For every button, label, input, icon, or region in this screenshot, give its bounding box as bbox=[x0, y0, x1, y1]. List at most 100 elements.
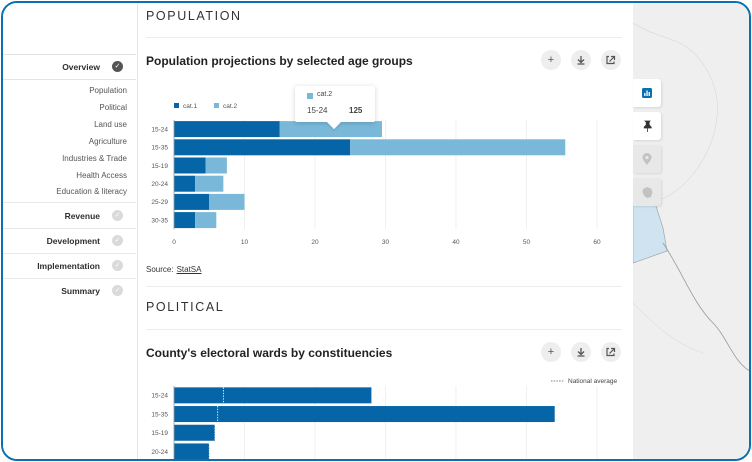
external-link-icon bbox=[606, 55, 616, 65]
sidebar-item-label: Implementation bbox=[37, 261, 100, 271]
source-link[interactable]: StatSA bbox=[176, 265, 202, 274]
chart-tooltip: cat.2 15-24 125 bbox=[295, 86, 375, 122]
open-external-button[interactable] bbox=[601, 50, 621, 70]
sidebar-item-development[interactable]: Development ✓ bbox=[3, 229, 136, 253]
location-button[interactable] bbox=[633, 145, 661, 173]
tooltip-category: 15-24 bbox=[307, 106, 328, 115]
legend-label: cat.1 bbox=[183, 103, 197, 110]
bar-wards bbox=[174, 443, 210, 459]
map-panel[interactable] bbox=[633, 3, 749, 459]
y-tick-label: 15-35 bbox=[151, 411, 168, 418]
sidebar-divider bbox=[3, 253, 136, 254]
check-icon: ✓ bbox=[112, 61, 123, 72]
sidebar-divider bbox=[3, 278, 136, 279]
sidebar-item-label: Summary bbox=[61, 286, 100, 296]
section-divider bbox=[146, 37, 622, 38]
tooltip-value: 125 bbox=[349, 106, 363, 115]
check-icon: ✓ bbox=[112, 260, 123, 271]
sidebar: Overview ✓ Population Political Land use… bbox=[3, 3, 138, 459]
x-tick-label: 50 bbox=[523, 239, 531, 246]
y-tick-label: 20-24 bbox=[151, 181, 168, 188]
main-content: POPULATION Population projections by sel… bbox=[138, 3, 633, 459]
region-button[interactable] bbox=[633, 178, 661, 206]
legend-swatch bbox=[214, 103, 219, 108]
sidebar-item-land-use[interactable]: Land use bbox=[94, 120, 127, 129]
sidebar-divider bbox=[3, 202, 136, 203]
map-canvas bbox=[633, 22, 749, 371]
bar-wards bbox=[174, 406, 555, 423]
chart-title: Population projections by selected age g… bbox=[146, 54, 413, 68]
download-button[interactable] bbox=[571, 50, 591, 70]
download-icon bbox=[577, 56, 585, 65]
y-tick-label: 15-19 bbox=[151, 163, 168, 170]
y-tick-label: 25-29 bbox=[151, 199, 168, 206]
check-icon: ✓ bbox=[112, 235, 123, 246]
sidebar-item-label: Revenue bbox=[64, 211, 100, 221]
sidebar-item-industries[interactable]: Industries & Trade bbox=[62, 154, 127, 163]
sidebar-item-education[interactable]: Education & literacy bbox=[56, 187, 127, 196]
sidebar-item-political[interactable]: Political bbox=[99, 103, 127, 112]
add-button[interactable]: + bbox=[541, 342, 561, 362]
section-divider bbox=[146, 329, 622, 330]
bar-cat2 bbox=[195, 212, 217, 229]
y-tick-label: 20-24 bbox=[151, 449, 168, 456]
region-shape-icon bbox=[642, 186, 652, 198]
sidebar-item-revenue[interactable]: Revenue ✓ bbox=[3, 204, 136, 228]
bar-cat1 bbox=[174, 193, 210, 210]
x-tick-label: 0 bbox=[172, 239, 176, 246]
external-link-icon bbox=[606, 347, 616, 357]
x-tick-label: 40 bbox=[452, 239, 460, 246]
plus-icon: + bbox=[547, 346, 555, 358]
sidebar-item-summary[interactable]: Summary ✓ bbox=[3, 279, 136, 303]
bar-cat2 bbox=[205, 157, 227, 174]
sidebar-divider bbox=[3, 228, 136, 229]
chart-view-button[interactable] bbox=[633, 79, 661, 107]
add-button[interactable]: + bbox=[541, 50, 561, 70]
section-divider bbox=[146, 286, 622, 287]
source-line: Source: StatSA bbox=[146, 265, 201, 274]
tooltip-series: cat.2 bbox=[317, 91, 333, 98]
sidebar-divider bbox=[3, 54, 136, 55]
bar-cat1 bbox=[174, 139, 351, 156]
bar-cat2 bbox=[209, 193, 245, 210]
bar-cat1 bbox=[174, 157, 206, 174]
wards-chart: National average 15-24 15-35 15-19 20-24 bbox=[151, 378, 618, 459]
sidebar-divider bbox=[3, 79, 136, 80]
y-tick-label: 15-24 bbox=[151, 393, 168, 400]
pin-icon bbox=[643, 120, 652, 132]
sidebar-item-label: Development bbox=[46, 236, 100, 246]
x-tick-label: 10 bbox=[241, 239, 249, 246]
x-tick-label: 60 bbox=[593, 239, 601, 246]
y-tick-label: 15-35 bbox=[151, 145, 168, 152]
legend-label: National average bbox=[568, 378, 618, 385]
legend-label: cat.2 bbox=[223, 103, 237, 110]
sidebar-item-agriculture[interactable]: Agriculture bbox=[88, 137, 127, 146]
section-title-population: POPULATION bbox=[146, 9, 242, 23]
sidebar-item-health[interactable]: Health Access bbox=[76, 171, 127, 180]
sidebar-item-implementation[interactable]: Implementation ✓ bbox=[3, 254, 136, 278]
bar-wards bbox=[174, 387, 372, 404]
download-icon bbox=[577, 348, 585, 357]
source-label: Source: bbox=[146, 265, 174, 274]
location-icon bbox=[642, 152, 652, 165]
x-tick-label: 20 bbox=[311, 239, 319, 246]
x-tick-label: 30 bbox=[382, 239, 390, 246]
sidebar-item-population[interactable]: Population bbox=[89, 86, 127, 95]
bar-chart-icon bbox=[642, 88, 652, 98]
y-tick-label: 30-35 bbox=[151, 217, 168, 224]
population-chart: cat.1 cat.2 0 10 20 30 40 50 60 15-24 15-35 15-19 20… bbox=[151, 103, 601, 246]
chart-title: County's electoral wards by constituenci… bbox=[146, 346, 393, 360]
download-button[interactable] bbox=[571, 342, 591, 362]
bar-wards bbox=[174, 424, 215, 441]
open-external-button[interactable] bbox=[601, 342, 621, 362]
bar-cat1 bbox=[174, 175, 196, 192]
bar-cat1 bbox=[174, 121, 280, 138]
pin-button[interactable] bbox=[633, 112, 661, 140]
legend-swatch bbox=[174, 103, 179, 108]
bar-cat2 bbox=[279, 121, 382, 138]
sidebar-item-overview[interactable]: Overview ✓ bbox=[3, 55, 136, 79]
plus-icon: + bbox=[547, 54, 555, 66]
bar-cat2 bbox=[195, 175, 224, 192]
bar-cat2 bbox=[350, 139, 566, 156]
y-tick-label: 15-24 bbox=[151, 126, 168, 133]
